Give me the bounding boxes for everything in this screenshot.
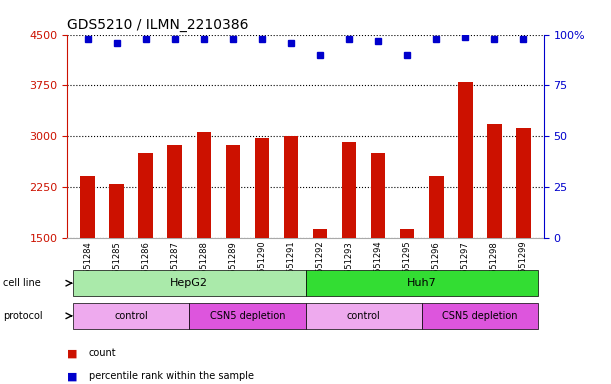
Bar: [306, 303, 422, 329]
Text: control: control: [347, 311, 381, 321]
Bar: [342, 142, 356, 340]
Bar: [516, 128, 531, 340]
Bar: [306, 270, 538, 296]
Bar: [73, 270, 306, 296]
Bar: [487, 124, 502, 340]
Text: control: control: [114, 311, 148, 321]
Bar: [189, 303, 306, 329]
Text: cell line: cell line: [3, 278, 41, 288]
Text: count: count: [89, 348, 116, 358]
Bar: [313, 228, 327, 340]
Text: ■: ■: [67, 348, 78, 358]
Bar: [284, 136, 298, 340]
Bar: [167, 145, 182, 340]
Bar: [73, 303, 189, 329]
Bar: [400, 228, 414, 340]
Text: Huh7: Huh7: [407, 278, 437, 288]
Bar: [458, 82, 472, 340]
Text: HepG2: HepG2: [170, 278, 208, 288]
Bar: [80, 175, 95, 340]
Text: protocol: protocol: [3, 311, 43, 321]
Text: GDS5210 / ILMN_2210386: GDS5210 / ILMN_2210386: [67, 18, 249, 32]
Text: ■: ■: [67, 371, 78, 381]
Bar: [197, 132, 211, 340]
Text: percentile rank within the sample: percentile rank within the sample: [89, 371, 254, 381]
Bar: [255, 138, 269, 340]
Bar: [109, 184, 124, 340]
Bar: [225, 145, 240, 340]
Bar: [371, 153, 386, 340]
Bar: [429, 175, 444, 340]
Bar: [139, 153, 153, 340]
Text: CSN5 depletion: CSN5 depletion: [442, 311, 518, 321]
Text: CSN5 depletion: CSN5 depletion: [210, 311, 285, 321]
Bar: [422, 303, 538, 329]
